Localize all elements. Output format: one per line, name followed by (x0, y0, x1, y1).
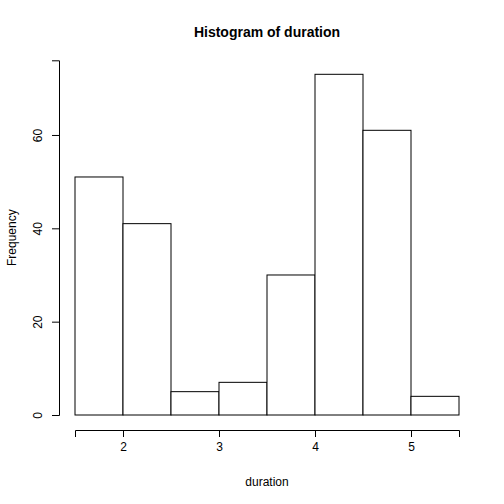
x-tick-mark (315, 430, 316, 437)
x-tick-label: 2 (120, 440, 127, 454)
y-tick-mark (52, 322, 59, 323)
y-tick: 0 (31, 412, 59, 419)
bar (171, 392, 219, 415)
x-tick: 2 (120, 430, 127, 454)
y-tick-label: 20 (31, 315, 45, 329)
x-tick-label: 3 (216, 440, 223, 454)
x-tick-mark (411, 430, 412, 437)
x-tick: 3 (216, 430, 223, 454)
y-tick-mark (52, 228, 59, 229)
bar (219, 382, 267, 415)
x-axis-line (76, 431, 460, 438)
y-axis-line (52, 61, 60, 416)
x-tick-mark (123, 430, 124, 437)
bar (75, 177, 123, 415)
chart: 2 3 4 5 0 20 40 60 Histogram of duration duration… (0, 0, 504, 504)
y-tick-mark (52, 415, 59, 416)
x-tick: 5 (408, 430, 415, 454)
bar (267, 275, 315, 415)
bar (363, 130, 411, 415)
x-tick-label: 5 (408, 440, 415, 454)
bars (75, 74, 459, 415)
bar (123, 224, 171, 415)
y-tick: 40 (31, 222, 59, 236)
y-tick: 20 (31, 315, 59, 329)
y-tick-label: 0 (31, 412, 45, 419)
bar (411, 396, 459, 415)
x-axis: 2 3 4 5 (76, 430, 460, 454)
y-tick-mark (52, 135, 59, 136)
x-tick-label: 4 (312, 440, 319, 454)
y-tick-label: 60 (31, 128, 45, 142)
y-tick-label: 40 (31, 222, 45, 236)
x-tick-mark (219, 430, 220, 437)
title: Histogram of duration (194, 24, 340, 40)
x-tick: 4 (312, 430, 319, 454)
y-axis-title: Frequency (5, 209, 19, 266)
x-axis-title: duration (245, 475, 288, 489)
bar (315, 74, 363, 415)
y-axis: 0 20 40 60 (31, 61, 60, 419)
y-tick: 60 (31, 128, 59, 142)
